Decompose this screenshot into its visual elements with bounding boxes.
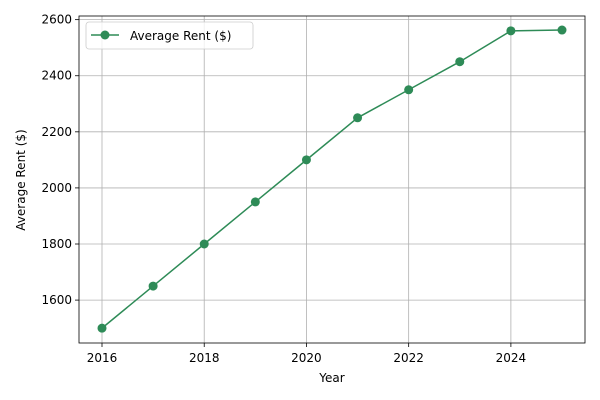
y-axis-label: Average Rent ($)	[14, 129, 28, 230]
grid	[79, 16, 585, 343]
data-point	[506, 26, 516, 36]
x-axis: 2016 2018 2020 2022 2024	[87, 343, 526, 365]
legend-label: Average Rent ($)	[130, 29, 231, 43]
series-line	[101, 29, 563, 329]
y-tick-label: 2200	[41, 125, 72, 139]
data-point	[250, 197, 260, 207]
data-point	[353, 113, 363, 123]
legend: Average Rent ($)	[85, 21, 254, 50]
y-tick-label: 1800	[41, 237, 72, 251]
x-tick-label: 2020	[291, 351, 322, 365]
x-axis-label: Year	[318, 371, 344, 385]
plot-frame	[78, 15, 586, 344]
x-tick-label: 2016	[87, 351, 118, 365]
y-tick-label: 2600	[41, 13, 72, 27]
data-point	[199, 239, 209, 249]
x-tick-label: 2024	[496, 351, 527, 365]
legend-marker-swatch	[100, 30, 110, 40]
data-point	[557, 25, 567, 35]
data-point	[455, 57, 465, 67]
legend-box	[85, 21, 254, 50]
x-tick-label: 2018	[189, 351, 220, 365]
data-point	[404, 85, 414, 95]
data-point	[301, 155, 311, 165]
series-layer	[97, 25, 567, 333]
y-tick-label: 1600	[41, 293, 72, 307]
y-tick-label: 2400	[41, 69, 72, 83]
y-tick-label: 2000	[41, 181, 72, 195]
data-point	[148, 281, 158, 291]
x-tick-label: 2022	[393, 351, 424, 365]
data-point	[97, 323, 107, 333]
y-axis: 1600 1800 2000 2200 2400 2600	[41, 13, 79, 307]
